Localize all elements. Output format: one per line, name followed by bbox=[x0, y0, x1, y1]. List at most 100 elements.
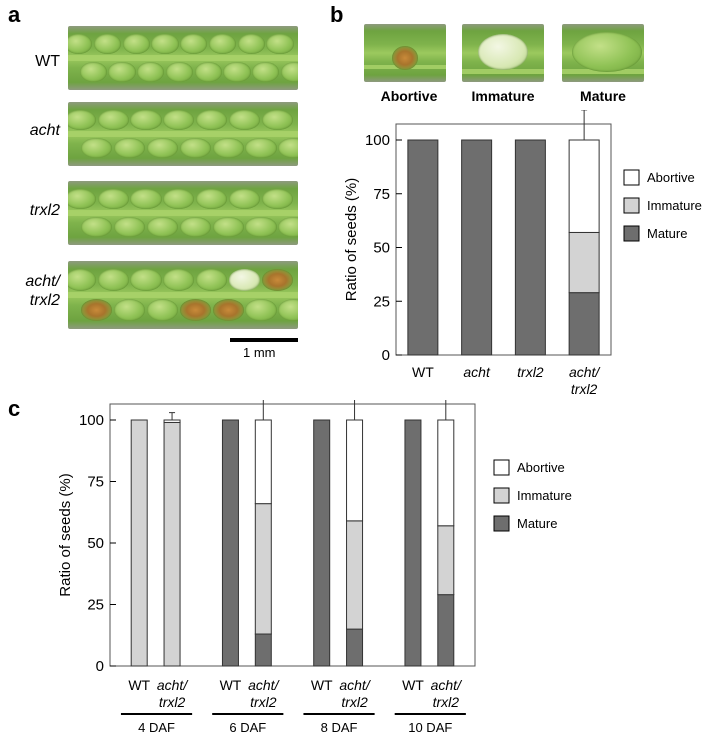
seed-shape bbox=[114, 299, 146, 321]
seed-shape bbox=[392, 46, 418, 70]
chart-c-bar-immature bbox=[254, 503, 272, 635]
seed-photo-immature bbox=[462, 24, 544, 82]
seed-shape bbox=[223, 61, 251, 83]
chart-c-bar-mature bbox=[404, 419, 422, 667]
seed-shape bbox=[229, 109, 261, 131]
seed-shape bbox=[146, 216, 179, 238]
chart-c-bar-mature bbox=[437, 594, 455, 667]
seed-photo-mature bbox=[562, 24, 644, 82]
chart-c-bar-abortive bbox=[254, 419, 272, 505]
seed-shape bbox=[261, 188, 294, 210]
row-label-trxl2: trxl2 bbox=[29, 202, 60, 219]
chart-c-ytick-label: 0 bbox=[96, 658, 104, 675]
seed-shape bbox=[196, 109, 228, 131]
chart-b-legend-label-immature: Immature bbox=[647, 198, 702, 213]
chart-c: 0 25 50 75 100 Ratio of seeds (%) WT acht/trxl2… bbox=[57, 400, 572, 735]
seed-shape bbox=[151, 33, 179, 55]
seed-shape bbox=[212, 137, 244, 159]
chart-c-ytick-label: 100 bbox=[79, 412, 104, 429]
seed-shape bbox=[179, 299, 211, 321]
chart-b-bar-abortive bbox=[568, 139, 600, 233]
chart-c-xtick-label: acht/ bbox=[431, 677, 463, 693]
seed-shape bbox=[194, 61, 222, 83]
chart-b-xtick-label: trxl2 bbox=[517, 364, 544, 380]
chart-c-xtick-label: trxl2 bbox=[341, 694, 368, 710]
chart-c-bar-immature bbox=[437, 525, 455, 596]
seed-shape bbox=[572, 32, 642, 72]
seed-shape bbox=[146, 137, 179, 159]
seed-shape bbox=[130, 109, 162, 131]
chart-b-ylabel: Ratio of seeds (%) bbox=[343, 178, 360, 301]
chart-b-bar-mature bbox=[407, 139, 439, 356]
chart-b-bar-immature bbox=[568, 231, 600, 294]
photo-row-trxl2 bbox=[68, 181, 298, 245]
seed-shape bbox=[237, 33, 265, 55]
seed-shape bbox=[130, 188, 162, 210]
chart-b-xtick-label: WT bbox=[412, 364, 434, 380]
chart-c-xtick-label: WT bbox=[220, 677, 242, 693]
seed-shape bbox=[261, 269, 294, 291]
seed-shape bbox=[93, 33, 122, 55]
chart-b-bar-mature bbox=[461, 139, 493, 356]
panel-c-letter: c bbox=[8, 396, 21, 421]
seed-shape bbox=[278, 137, 298, 159]
chart-c-ylabel: Ratio of seeds (%) bbox=[57, 473, 74, 596]
seed-shape bbox=[478, 34, 528, 70]
seed-shape bbox=[252, 61, 280, 83]
seed-shape bbox=[229, 269, 261, 291]
chart-b-legend-swatch-mature bbox=[623, 225, 640, 242]
chart-b-ytick-label: 100 bbox=[365, 132, 390, 149]
seed-shape bbox=[68, 269, 96, 291]
seed-shape bbox=[130, 269, 162, 291]
seed-shape bbox=[97, 109, 129, 131]
scale-bar bbox=[230, 338, 298, 342]
seed-shape bbox=[81, 216, 113, 238]
chart-b-bar-mature bbox=[568, 292, 600, 356]
chart-c-xtick-label: acht/ bbox=[339, 677, 371, 693]
seed-shape bbox=[245, 216, 277, 238]
chart-b-xtick-label: acht/ bbox=[569, 364, 601, 380]
seed-shape bbox=[81, 299, 113, 321]
chart-b-legend-swatch-abortive bbox=[623, 169, 640, 186]
seed-shape bbox=[229, 188, 261, 210]
seed-shape bbox=[245, 299, 277, 321]
seed-caption-immature: Immature bbox=[471, 88, 535, 104]
chart-c-bar-immature bbox=[130, 419, 148, 667]
seed-caption-abortive: Abortive bbox=[380, 88, 438, 104]
seed-caption-mature: Mature bbox=[580, 88, 626, 104]
seed-shape bbox=[280, 61, 298, 83]
seed-shape bbox=[266, 33, 294, 55]
chart-b-legend-label-mature: Mature bbox=[647, 226, 687, 241]
seed-shape bbox=[212, 216, 244, 238]
chart-c-legend-label-abortive: Abortive bbox=[517, 460, 565, 475]
seed-shape bbox=[114, 137, 146, 159]
chart-c-xtick-label: WT bbox=[311, 677, 333, 693]
seed-shape bbox=[278, 299, 298, 321]
chart-b-xtick-label: acht bbox=[463, 364, 491, 380]
chart-c-bar-mature bbox=[221, 419, 239, 667]
panel-a-letter: a bbox=[8, 2, 21, 27]
seed-shape bbox=[97, 269, 129, 291]
chart-c-group-label: 4 DAF bbox=[138, 720, 175, 735]
chart-c-bar-abortive bbox=[163, 419, 181, 423]
chart-c-legend-label-mature: Mature bbox=[517, 516, 557, 531]
seed-photo-abortive bbox=[364, 24, 446, 82]
seed-shape bbox=[146, 299, 179, 321]
chart-b-legend-swatch-immature bbox=[623, 197, 640, 214]
photo-row-double bbox=[68, 261, 298, 329]
seed-shape bbox=[68, 188, 96, 210]
chart-c-xtick-label: trxl2 bbox=[250, 694, 277, 710]
seed-shape bbox=[108, 61, 136, 83]
seed-shape bbox=[163, 269, 195, 291]
chart-c-xtick-label: trxl2 bbox=[159, 694, 186, 710]
chart-c-legend-label-immature: Immature bbox=[517, 488, 572, 503]
chart-c-xtick-label: trxl2 bbox=[433, 694, 460, 710]
seed-shape bbox=[114, 216, 146, 238]
seed-shape bbox=[165, 61, 194, 83]
seed-shape bbox=[68, 33, 93, 55]
chart-c-xtick-label: WT bbox=[128, 677, 150, 693]
seed-shape bbox=[81, 137, 113, 159]
chart-c-group-label: 8 DAF bbox=[321, 720, 358, 735]
chart-c-legend-swatch-immature bbox=[493, 487, 510, 504]
